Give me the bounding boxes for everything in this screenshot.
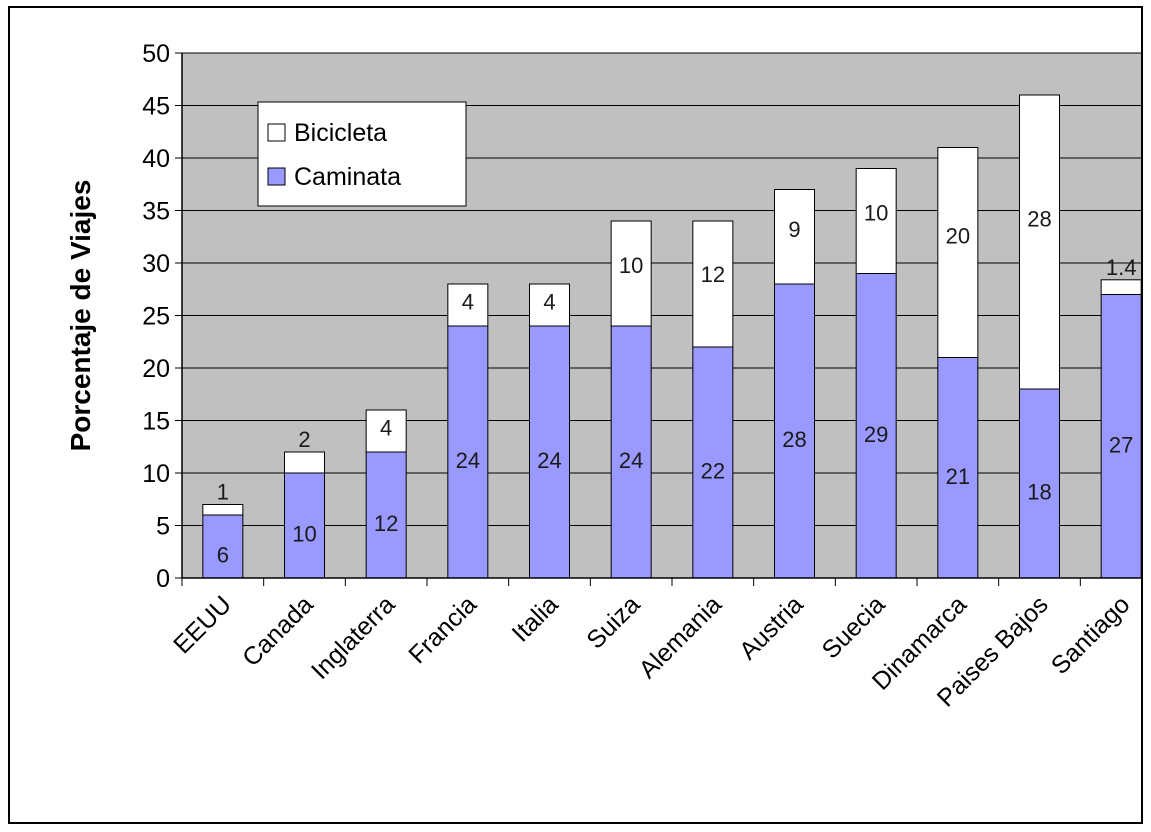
y-tick-label: 30	[142, 250, 170, 278]
bar-bicicleta-suiza	[610, 220, 652, 327]
x-category-label: Santiago	[1046, 590, 1136, 680]
data-label-bicicleta: 28	[1027, 206, 1051, 231]
y-tick-label: 45	[142, 93, 170, 121]
data-label-caminata: 24	[456, 448, 480, 473]
data-label-bicicleta: 1	[217, 480, 229, 505]
x-category-label: Alemania	[634, 590, 728, 684]
data-label-bicicleta: 10	[619, 253, 643, 278]
legend-swatch-bicicleta	[267, 123, 286, 142]
bar-caminata-canada	[284, 472, 325, 579]
data-label-bicicleta: 10	[864, 201, 888, 226]
legend: Bicicleta Caminata	[257, 101, 467, 207]
data-label-caminata: 10	[292, 522, 316, 547]
legend-label-caminata: Caminata	[294, 163, 401, 191]
legend-label-bicicleta: Bicicleta	[294, 119, 387, 147]
y-tick-label: 5	[156, 513, 170, 541]
data-label-caminata: 18	[1027, 480, 1051, 505]
x-category-label: Suiza	[581, 590, 645, 654]
y-tick-label: 40	[142, 145, 170, 173]
bar-caminata-suiza	[610, 325, 652, 579]
data-label-bicicleta: 9	[788, 217, 800, 242]
y-tick-label: 0	[156, 565, 170, 593]
bar-bicicleta-alemania	[692, 220, 734, 348]
x-category-label: Francia	[403, 590, 482, 669]
bar-bicicleta-santiago	[1100, 279, 1141, 295]
bar-bicicleta-inglaterra	[365, 409, 407, 453]
x-category-label: Inglaterra	[306, 590, 401, 685]
data-label-bicicleta: 12	[701, 262, 725, 287]
bar-caminata-inglaterra	[365, 451, 407, 579]
x-category-label: EEUU	[168, 590, 237, 659]
data-label-caminata: 12	[374, 511, 398, 536]
data-label-bicicleta: 4	[380, 416, 392, 441]
data-label-caminata: 28	[782, 427, 806, 452]
legend-box	[257, 101, 467, 207]
y-tick-label: 15	[142, 408, 170, 436]
data-label-caminata: 22	[701, 459, 725, 484]
y-tick-label: 20	[142, 355, 170, 383]
data-label-bicicleta: 1.4	[1106, 255, 1137, 280]
y-axis-title: Porcentaje de Viajes	[65, 180, 96, 452]
data-label-caminata: 24	[619, 448, 643, 473]
stacked-bar-chart: 6 1 10 2 12 4 24 4 24 4 24 10 22 12 28 9 29 10 21 20 18 28 27 1…	[65, 40, 1141, 712]
bar-bicicleta-italia	[529, 283, 570, 327]
bar-bicicleta-canada	[284, 451, 325, 474]
legend-swatch-caminata	[267, 167, 286, 186]
data-label-caminata: 27	[1109, 432, 1133, 457]
data-label-bicicleta: 2	[298, 427, 310, 452]
data-label-caminata: 29	[864, 422, 888, 447]
bar-bicicleta-austria	[774, 189, 815, 285]
bar-caminata-alemania	[692, 346, 734, 579]
x-category-label: Canada	[237, 590, 319, 672]
x-category-label: Austria	[734, 590, 809, 665]
bar-caminata-francia	[447, 325, 489, 579]
x-category-label: Italia	[507, 590, 564, 647]
bar-bicicleta-francia	[447, 283, 489, 327]
bar-bicicleta-paises-bajos	[1019, 94, 1060, 390]
bar-bicicleta-suecia	[855, 168, 897, 274]
data-label-bicicleta: 4	[543, 290, 555, 315]
chart-frame: 6 1 10 2 12 4 24 4 24 4 24 10 22 12 28 9 29 10 21 20 18 28 27 1…	[8, 6, 1143, 824]
y-tick-label: 35	[142, 198, 170, 226]
data-label-caminata: 6	[217, 543, 229, 568]
y-tick-label: 25	[142, 303, 170, 331]
data-label-bicicleta: 4	[462, 290, 474, 315]
bar-caminata-italia	[529, 325, 570, 579]
data-label-caminata: 21	[946, 464, 970, 489]
bar-bicicleta-dinamarca	[937, 147, 979, 358]
data-labels: 6 1 10 2 12 4 24 4 24 4 24 10 22 12 28 9 29 10 21 20 18 28 27 1…	[217, 201, 1137, 568]
y-tick-label: 10	[142, 460, 170, 488]
x-category-label: Suecia	[817, 590, 891, 664]
data-label-bicicleta: 20	[946, 224, 970, 249]
bar-caminata-eeuu	[202, 514, 244, 579]
bars	[202, 94, 1141, 579]
bar-bicicleta-eeuu	[202, 504, 244, 516]
data-label-caminata: 24	[537, 448, 561, 473]
y-tick-label: 50	[142, 40, 170, 68]
